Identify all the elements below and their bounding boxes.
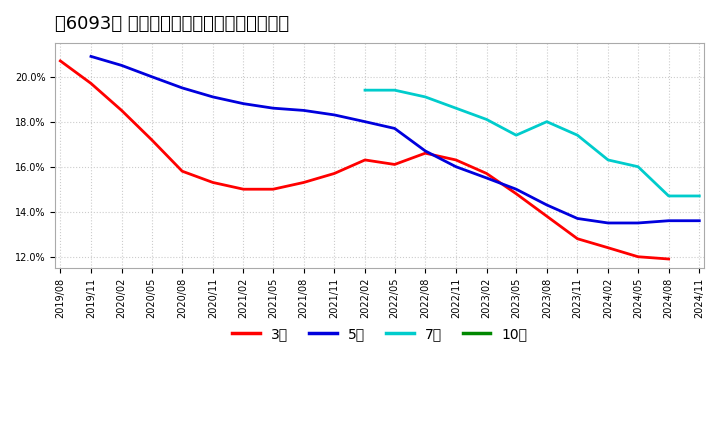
Text: ［6093］ 経常利益マージンの平均値の推移: ［6093］ 経常利益マージンの平均値の推移: [55, 15, 289, 33]
Legend: 3年, 5年, 7年, 10年: 3年, 5年, 7年, 10年: [227, 322, 533, 347]
